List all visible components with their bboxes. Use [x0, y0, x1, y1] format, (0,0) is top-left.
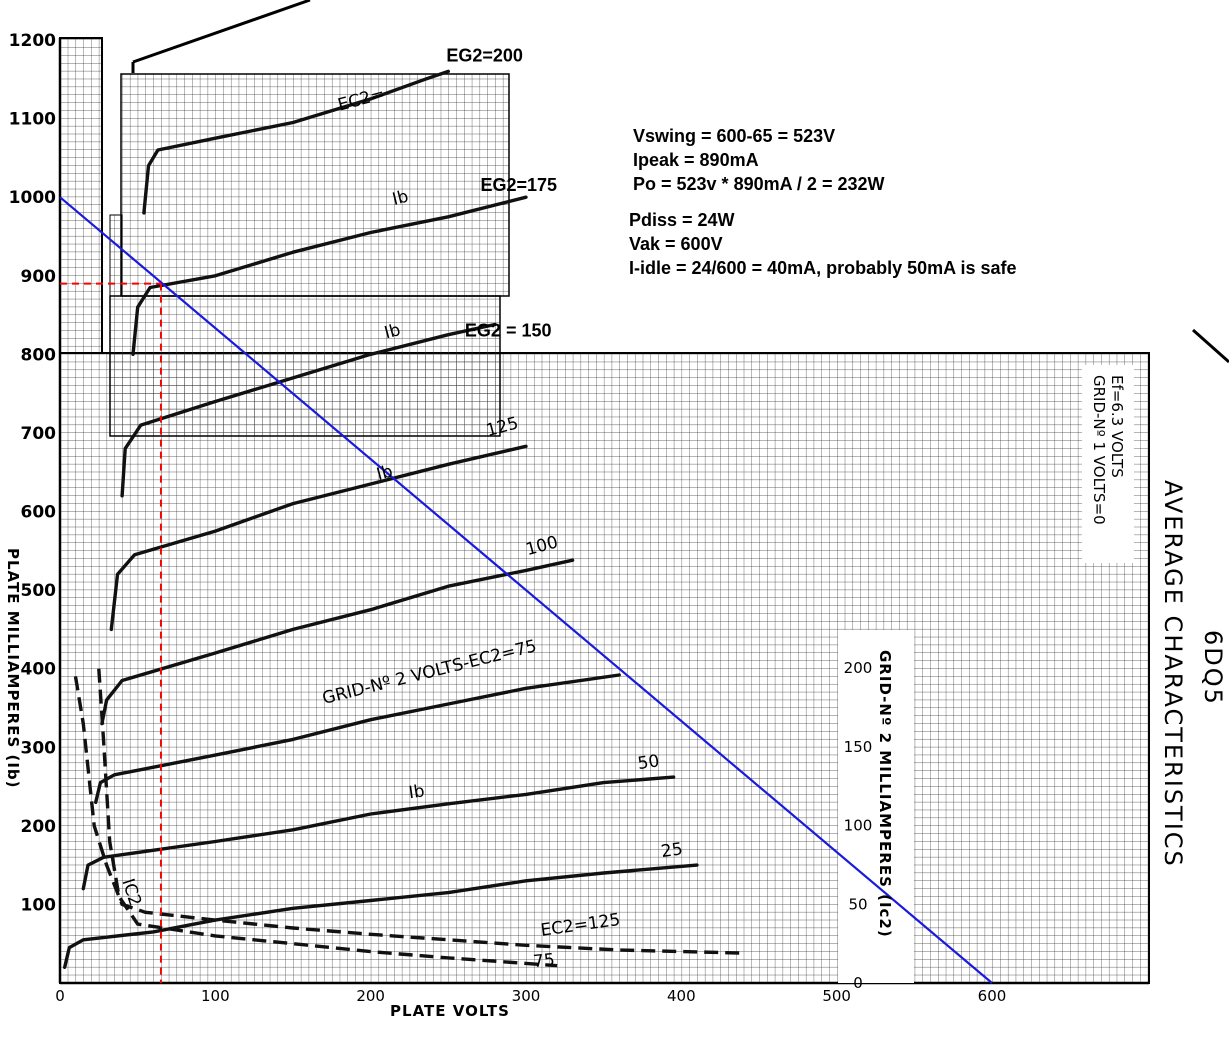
curve-annotation: Ib [382, 320, 402, 343]
grid-inset-175 [109, 214, 123, 297]
x-tick-label: 200 [356, 987, 385, 1005]
y-axis-title: PLATE MILLIAMPERES (Ib) [4, 548, 22, 789]
axis-ticks: 0 100 200 300 400 500 600100200300400500600700… [9, 31, 1007, 1005]
x-tick-label: 400 [667, 987, 696, 1005]
grid-strip [59, 37, 103, 354]
note-vak: Vak = 600V [629, 234, 723, 254]
series-label: EG2 = 150 [465, 320, 552, 340]
y2-tick-label: 0 [853, 974, 863, 992]
series-label: EG2=175 [480, 175, 557, 195]
y-tick-label: 1000 [9, 188, 56, 208]
y-tick-label: 700 [21, 424, 57, 444]
x-tick-label: 100 [201, 987, 230, 1005]
tube-type: 6DQ5 [1199, 630, 1227, 706]
grid-inset-200 [120, 73, 510, 297]
x-tick-label: 0 [55, 987, 65, 1005]
series-label: 50 [636, 751, 660, 774]
chart-title: AVERAGE CHARACTERISTICS [1159, 480, 1187, 868]
screen-curves [73, 668, 744, 968]
note-po: Po = 523v * 890mA / 2 = 232W [633, 174, 884, 194]
y-tick-label: 1200 [9, 31, 56, 51]
screen-current-curve [73, 676, 744, 955]
condition-grid1: GRID-Nº 1 VOLTS=0 [1090, 375, 1108, 525]
y-tick-label: 400 [21, 660, 57, 680]
x-tick-label: 500 [822, 987, 851, 1005]
x-tick-label: 300 [512, 987, 541, 1005]
y2-tick-label: 200 [844, 659, 873, 677]
x-tick-label: 600 [978, 987, 1007, 1005]
y2-axis-title: GRID-Nº 2 MILLIAMPERES (Ic2) [876, 650, 894, 938]
design-notes: Vswing = 600-65 = 523V Ipeak = 890mA Po … [629, 126, 1017, 278]
overlays [59, 196, 993, 984]
series-label: EG2=200 [446, 45, 523, 65]
scan-edge-line-right [1192, 328, 1229, 364]
plate-curve [81, 775, 676, 891]
y-tick-label: 1100 [9, 110, 56, 130]
y-tick-label: 300 [21, 738, 57, 758]
y-tick-label: 800 [21, 345, 57, 365]
scan-edge-line [132, 0, 311, 64]
curve-annotation: Ib [407, 781, 425, 803]
graph-paper [58, 0, 1229, 985]
series-label: 25 [660, 839, 684, 862]
x-axis-title: PLATE VOLTS [390, 1002, 510, 1020]
y-tick-label: 200 [21, 817, 57, 837]
y2-tick-label: 150 [844, 738, 873, 756]
y2-tick-label: 50 [848, 895, 867, 913]
plate-curve [100, 558, 575, 726]
curve-annotation: 75 [532, 950, 556, 972]
y-tick-label: 900 [21, 267, 57, 287]
screen-current-curve [97, 668, 558, 968]
plate-curves [63, 69, 699, 969]
note-ipeak: Ipeak = 890mA [633, 150, 759, 170]
y-tick-label: 500 [21, 581, 57, 601]
plate-curve [109, 444, 528, 632]
plate-curve [120, 322, 497, 498]
grid-main [59, 352, 1150, 984]
y-tick-label: 100 [21, 895, 57, 915]
curve-annotation: Ib [375, 461, 395, 484]
curve-annotation: Ib [390, 187, 410, 210]
conditions-box [1082, 365, 1134, 563]
note-pdiss: Pdiss = 24W [629, 210, 735, 230]
note-vswing: Vswing = 600-65 = 523V [633, 126, 835, 146]
plate-curve [63, 863, 699, 969]
y-tick-label: 600 [21, 503, 57, 523]
y2-tick-label: 100 [844, 817, 873, 835]
note-idle: I-idle = 24/600 = 40mA, probably 50mA is… [629, 258, 1017, 278]
plate-curve [131, 195, 528, 356]
load-line [59, 196, 993, 984]
plate-curve [142, 69, 450, 215]
ic2-scale-box [838, 630, 914, 983]
condition-filament: Ef=6.3 VOLTS [1108, 375, 1126, 478]
